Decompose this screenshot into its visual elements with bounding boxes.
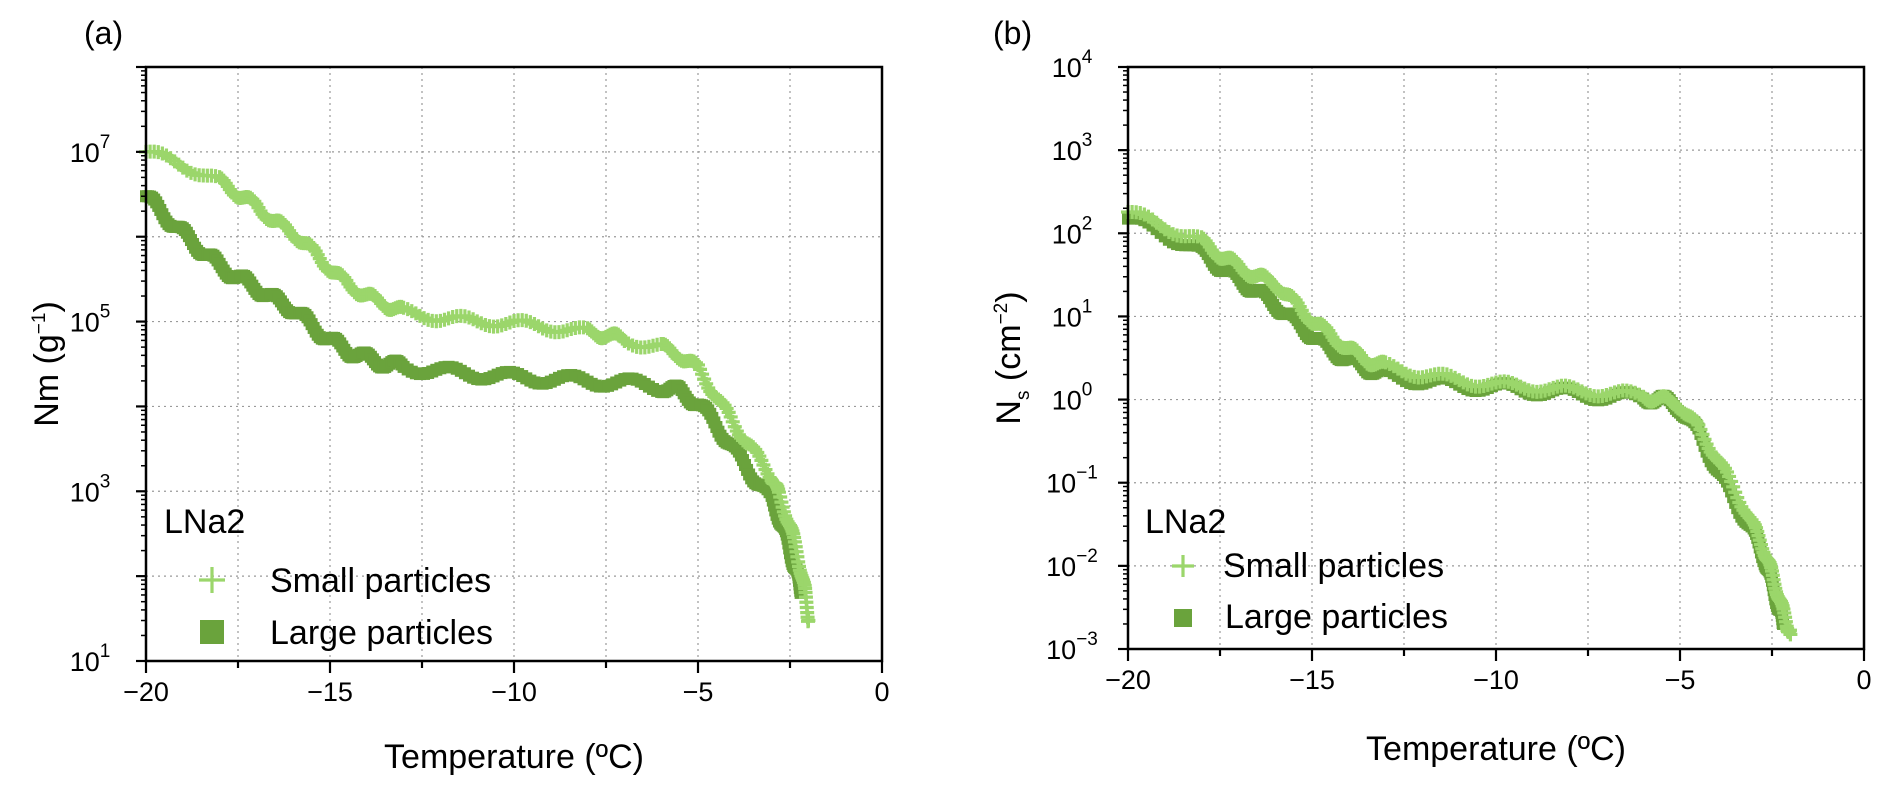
panel-b-legend-title: LNa2 — [1145, 503, 1226, 541]
x-tick-label: −5 — [683, 677, 714, 707]
panel-b-legend-large-label: Large particles — [1225, 598, 1448, 636]
y-tick-label: 10−2 — [1046, 546, 1098, 582]
panel-b-y-axis-title-mid: (cm — [990, 324, 1028, 390]
panel-a-legend-small-marker — [199, 567, 225, 593]
panel-a-label: (a) — [84, 15, 123, 51]
panel-b-legend-small-marker — [1172, 555, 1194, 577]
panel-a-marks — [139, 144, 816, 629]
panel-a-y-axis-title-main: Nm (g — [28, 334, 66, 427]
panel-b: (b) −20 −15 −10 −5 0 10−3 10−2 10−1 100 101 102 103… — [990, 15, 1872, 768]
panel-a: (a) −20 −15 −10 −5 0 101 103 105 107 Temperature… — [28, 15, 890, 776]
x-tick-label: 0 — [874, 677, 889, 707]
panel-b-y-axis-title-sub: s — [1013, 391, 1034, 401]
panel-a-grid — [146, 67, 882, 661]
panel-b-y-axis-title-sup: −2 — [991, 303, 1012, 325]
panel-b-legend-small-label: Small particles — [1223, 547, 1444, 585]
panel-a-y-axis-title: Nm (g−1) — [28, 301, 66, 427]
panel-b-label: (b) — [993, 15, 1032, 51]
panel-a-x-axis-title: Temperature (ºC) — [384, 738, 644, 776]
legend-square-marker — [1174, 609, 1192, 627]
panel-b-x-axis-title: Temperature (ºC) — [1366, 730, 1626, 768]
panel-a-axes: −20 −15 −10 −5 0 101 103 105 107 — [70, 65, 890, 707]
y-tick-label: 103 — [1052, 130, 1093, 166]
panel-a-legend-small-label: Small particles — [270, 562, 491, 600]
panel-a-legend-large-marker — [200, 620, 224, 644]
x-tick-label: −5 — [1665, 665, 1696, 695]
y-tick-label: 102 — [1052, 213, 1093, 249]
data-point-small-particles — [1783, 627, 1798, 642]
legend-plus-marker — [1172, 555, 1194, 577]
x-tick-label: −10 — [1473, 665, 1519, 695]
panel-b-legend: LNa2 Small particles Large particles — [1145, 503, 1448, 636]
x-tick-label: −15 — [307, 677, 353, 707]
panel-a-y-axis-title-end: ) — [28, 301, 66, 312]
x-tick-label: −15 — [1289, 665, 1335, 695]
x-tick-label: −20 — [123, 677, 169, 707]
y-tick-label: 104 — [1052, 47, 1093, 83]
legend-square-marker — [200, 620, 224, 644]
data-point-small-particles — [801, 613, 816, 628]
panel-b-y-axis-title-end: ) — [990, 291, 1028, 302]
panel-a-legend-large-label: Large particles — [270, 614, 493, 652]
panel-b-grid — [1128, 67, 1864, 649]
y-tick-label: 105 — [70, 302, 111, 338]
x-tick-label: −20 — [1105, 665, 1151, 695]
panel-b-axes: −20 −15 −10 −5 0 10−3 10−2 10−1 100 101 102 103 104 — [1046, 47, 1871, 695]
y-tick-label: 101 — [1052, 296, 1093, 332]
y-tick-label: 100 — [1052, 380, 1093, 416]
x-tick-label: 0 — [1856, 665, 1871, 695]
y-tick-label: 107 — [70, 132, 111, 168]
panel-a-legend-title: LNa2 — [164, 503, 245, 541]
panel-b-marks — [1121, 204, 1798, 642]
legend-plus-marker — [199, 567, 225, 593]
y-tick-label: 103 — [70, 471, 111, 507]
panel-a-legend: LNa2 Small particles Large particles — [164, 503, 493, 652]
panel-b-y-axis-title: Ns (cm−2) — [990, 291, 1034, 424]
panel-b-legend-large-marker — [1174, 609, 1192, 627]
panel-b-y-axis-title-main: N — [990, 400, 1028, 425]
x-tick-label: −10 — [491, 677, 537, 707]
panel-a-y-axis-title-sup: −1 — [29, 313, 50, 335]
y-tick-label: 10−1 — [1046, 463, 1098, 499]
y-tick-label: 10−3 — [1046, 629, 1098, 665]
y-tick-label: 101 — [70, 641, 111, 677]
